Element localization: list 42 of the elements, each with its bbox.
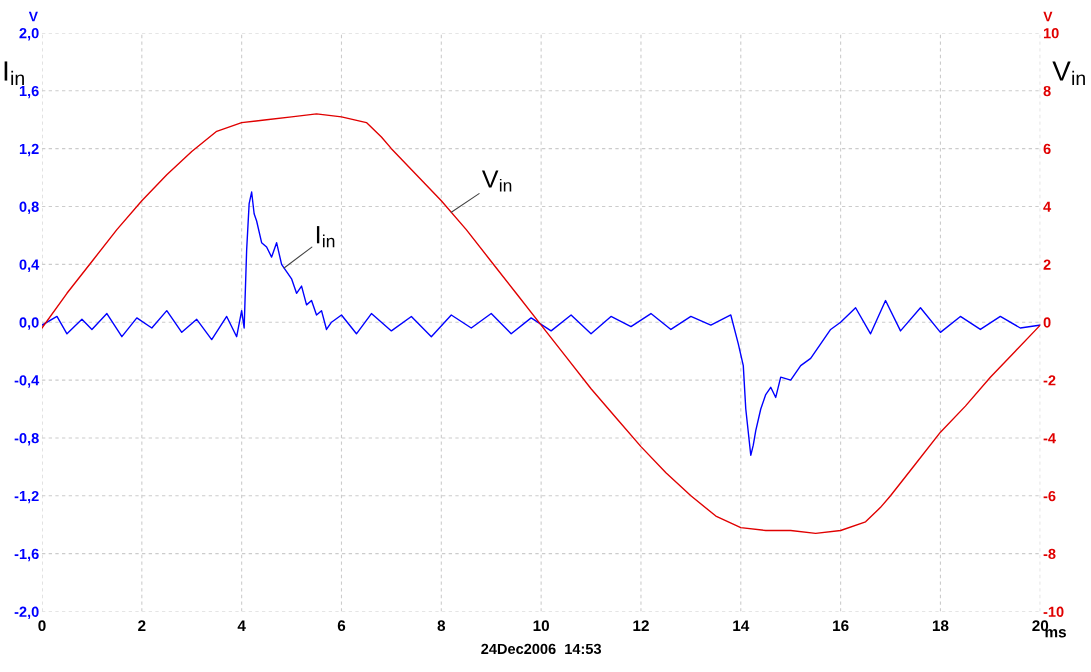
line-series [42,191,1041,456]
y-tick-label: 0,0 [19,317,39,330]
y-tick-label: 1,6 [19,85,39,99]
y-axis-title: I$_{in}$ [4,61,24,85]
x-axis-title: ms [1045,629,1066,638]
x-tick-label: 10 [533,620,550,632]
y-tick-label: 1,2 [19,143,39,157]
x-tick-label: 2 [138,620,146,631]
y2-tick-label: 2 [1043,259,1051,270]
y2-tick-label: 6 [1043,143,1051,155]
y-tick-label: -2,0 [14,606,39,620]
series-label: I$_{in}$ [316,226,335,248]
x-tick-label: 12 [633,620,649,631]
x-tick-label: 8 [437,620,446,632]
y2-tick-label: -6 [1043,490,1056,502]
y2-tick-label: -2 [1043,375,1056,386]
y2-tick-label: 8 [1043,85,1051,97]
series-label: V$_{in}$ [481,170,512,192]
y-tick-label: 0,8 [19,201,39,215]
x-tick-label: 16 [833,620,849,632]
x-tick-label: 6 [337,620,346,632]
text: V [1043,11,1053,22]
x-tick-label: 0 [38,620,46,632]
y-tick-label: -0,4 [14,375,40,388]
y-tick-label: -0,8 [14,433,39,446]
y2-axis-title: V$_{in}$ [1052,61,1085,85]
y2-tick-label: 0 [1043,317,1051,328]
text: V [28,11,38,22]
y2-tick-label: -8 [1043,548,1056,560]
x-tick-label: 4 [237,620,246,631]
y2-tick-label: -10 [1043,606,1064,617]
y2-tick-label: -4 [1043,433,1056,444]
y2-tick-label: 10 [1043,28,1059,39]
x-tick-label: 14 [733,620,750,631]
y2-tick-label: 4 [1043,201,1052,212]
y-tick-label: -1,2 [14,490,39,504]
text: 24Dec2006 14:53 [481,643,602,655]
y-tick-label: -1,6 [14,548,39,562]
y-tick-label: 0,4 [19,259,40,272]
y-tick-label: 2,0 [19,28,39,41]
x-tick-label: 18 [932,620,949,632]
line-series [42,113,1041,535]
